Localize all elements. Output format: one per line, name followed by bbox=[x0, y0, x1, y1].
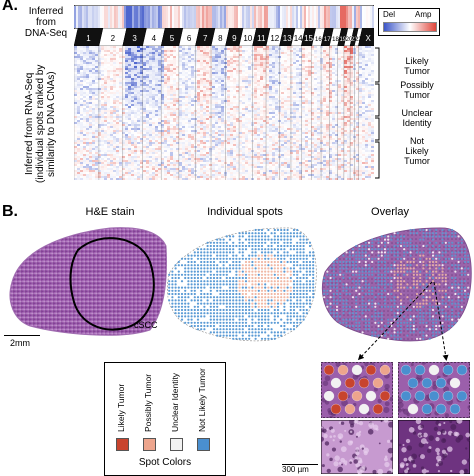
rna-label-line1: Inferred from RNA-Seq bbox=[23, 72, 35, 176]
chromosome-label-6: 6 bbox=[187, 34, 192, 43]
zoom-panel-tumor-spots bbox=[321, 362, 393, 418]
colorbar-gradient bbox=[383, 22, 437, 32]
scale-bar-2mm bbox=[4, 335, 40, 336]
rna-label-line2: (individual spots ranked by bbox=[34, 64, 46, 184]
chromosome-label-10: 10 bbox=[243, 34, 252, 43]
legend-label-3: Not Likely Tumor bbox=[197, 368, 207, 432]
overlay-map bbox=[321, 227, 472, 342]
dna-label-line1: Inferred bbox=[28, 6, 64, 17]
chromosome-label-1: 1 bbox=[86, 34, 91, 43]
zoom-panel-tumor-he bbox=[321, 420, 393, 474]
chromosome-label-16: 16 bbox=[315, 37, 322, 43]
legend-label-2: Unclear Identity bbox=[170, 372, 180, 432]
panel-b-letter: B. bbox=[2, 203, 18, 220]
title-overlay: Overlay bbox=[371, 206, 409, 218]
chromosome-label-9: 9 bbox=[232, 34, 237, 43]
zoom-panel-normal-spots bbox=[398, 362, 470, 418]
dna-label-line2: from bbox=[36, 17, 56, 28]
scale-label-300um: 300 µm bbox=[282, 465, 309, 474]
group-label-likely-tumor: Likely Tumor bbox=[386, 56, 448, 76]
group-label-possibly-tumor: Possibly Tumor bbox=[386, 80, 448, 100]
colorbar: Del Amp bbox=[378, 8, 440, 36]
colorbar-amp-label: Amp bbox=[415, 10, 432, 19]
group-1-line2: Tumor bbox=[404, 90, 430, 100]
rna-label-line3: similarity to DNA CNAs) bbox=[45, 71, 57, 177]
chromosome-label-X: X bbox=[366, 34, 372, 43]
chromosome-label-8: 8 bbox=[218, 34, 223, 43]
chromosome-label-18: 18 bbox=[332, 37, 339, 43]
dna-cna-strip bbox=[74, 5, 374, 29]
legend-swatch-3 bbox=[197, 438, 210, 451]
group-3-line2: Likely bbox=[405, 146, 429, 156]
chromosome-label-3: 3 bbox=[132, 34, 137, 43]
group-brackets bbox=[375, 47, 380, 179]
dna-seq-label: Inferred from DNA-Seq bbox=[16, 6, 76, 39]
legend-swatch-0 bbox=[116, 438, 129, 451]
scale-bar-300um bbox=[282, 464, 318, 465]
legend-label-1: Possibly Tumor bbox=[143, 373, 153, 432]
chromosome-label-19: 19 bbox=[339, 37, 346, 43]
rna-label-text: Inferred from RNA-Seq (individual spots … bbox=[24, 64, 57, 184]
he-stain-tissue bbox=[9, 227, 167, 336]
chromosome-label-14: 14 bbox=[294, 34, 303, 43]
title-he-stain: H&E stain bbox=[85, 206, 135, 218]
group-3-line3: Tumor bbox=[404, 156, 430, 166]
legend-title: Spot Colors bbox=[138, 457, 192, 468]
chromosome-label-22: 22 bbox=[355, 37, 362, 43]
group-label-unclear-identity: Unclear Identity bbox=[386, 108, 448, 128]
legend-items: Likely Tumor Possibly Tumor Unclear Identi… bbox=[104, 362, 224, 474]
legend-swatch-2 bbox=[170, 438, 183, 451]
chromosome-label-17: 17 bbox=[324, 37, 331, 43]
chromosome-label-13: 13 bbox=[283, 34, 292, 43]
chromosome-label-5: 5 bbox=[170, 34, 175, 43]
zoom-arrows bbox=[357, 281, 449, 361]
cscc-label: cSCC bbox=[134, 320, 158, 330]
dna-label-line3: DNA-Seq bbox=[24, 28, 68, 39]
chromosome-label-7: 7 bbox=[203, 34, 208, 43]
title-individual-spots: Individual spots bbox=[207, 206, 283, 218]
chromosome-label-12: 12 bbox=[270, 34, 279, 43]
group-0-line1: Likely bbox=[405, 56, 429, 66]
zoom-panel-normal-he bbox=[398, 420, 470, 474]
legend-swatch-1 bbox=[143, 438, 156, 451]
chromosome-label-2: 2 bbox=[111, 34, 116, 43]
group-2-line1: Unclear bbox=[401, 108, 433, 118]
panel-a-letter: A. bbox=[2, 0, 18, 14]
group-2-line2: Identity bbox=[402, 118, 432, 128]
rna-cna-heatmap bbox=[74, 46, 374, 180]
group-label-not-likely-tumor: Not Likely Tumor bbox=[386, 136, 448, 166]
chromosome-label-21: 21 bbox=[351, 37, 358, 43]
colorbar-del-label: Del bbox=[383, 10, 396, 19]
chromosome-label-15: 15 bbox=[304, 34, 313, 43]
scale-label-2mm: 2mm bbox=[10, 338, 30, 348]
rna-seq-label: Inferred from RNA-Seq (individual spots … bbox=[16, 64, 64, 184]
chromosome-label-20: 20 bbox=[346, 37, 353, 43]
group-1-line1: Possibly bbox=[400, 80, 434, 90]
group-3-line1: Not bbox=[409, 136, 424, 146]
chromosome-label-4: 4 bbox=[152, 34, 157, 43]
individual-spots-map bbox=[167, 227, 317, 342]
spot-colors-legend: Spot Colors bbox=[104, 362, 226, 476]
chromosome-label-11: 11 bbox=[257, 34, 266, 43]
legend-label-0: Likely Tumor bbox=[116, 383, 126, 432]
group-0-line2: Tumor bbox=[404, 66, 430, 76]
